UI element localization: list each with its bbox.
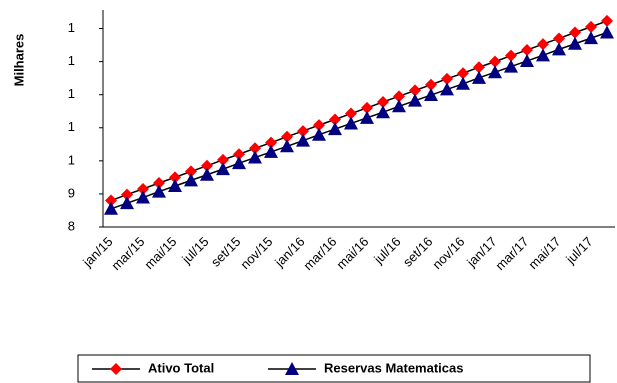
data-point	[201, 159, 213, 172]
data-point	[297, 125, 309, 138]
data-point	[104, 201, 118, 215]
y-tick-label: 1	[68, 152, 75, 167]
data-point	[168, 178, 182, 192]
data-point	[232, 156, 246, 170]
y-tick-label: 8	[68, 218, 75, 233]
data-point	[584, 31, 598, 45]
data-point	[217, 153, 229, 166]
data-point	[536, 48, 550, 62]
data-point	[377, 95, 389, 108]
data-point	[249, 142, 261, 155]
x-tick-label: set/16	[400, 234, 436, 270]
data-point	[376, 105, 390, 119]
legend-label: Ativo Total	[148, 360, 214, 375]
data-point	[184, 173, 198, 187]
y-tick-label: 1	[68, 20, 75, 35]
x-tick-label: nov/15	[237, 234, 275, 272]
series-line	[110, 20, 608, 202]
data-point	[456, 76, 470, 90]
data-point	[264, 144, 278, 158]
data-point	[169, 171, 181, 184]
x-tick-label: mai/16	[333, 234, 371, 272]
legend-box	[77, 354, 591, 383]
data-point	[488, 65, 502, 79]
x-tick-label: nov/16	[429, 234, 467, 272]
data-point	[296, 133, 310, 147]
y-axis-label: Milhares	[11, 34, 26, 87]
data-point	[265, 136, 277, 149]
x-tick-label: jul/15	[178, 234, 211, 267]
data-point	[600, 25, 614, 39]
data-point	[440, 82, 454, 96]
data-point	[328, 122, 342, 136]
data-point	[537, 38, 549, 51]
legend-label: Reservas Matematicas	[324, 360, 463, 375]
y-tick-label: 1	[68, 86, 75, 101]
data-point	[361, 101, 373, 114]
data-point	[281, 130, 293, 143]
data-point	[424, 88, 438, 102]
data-point	[505, 49, 517, 62]
data-point	[457, 67, 469, 80]
data-point	[360, 110, 374, 124]
data-point	[248, 150, 262, 164]
data-point	[121, 188, 133, 201]
data-point	[552, 42, 566, 56]
x-tick-label: jul/17	[562, 234, 595, 267]
data-point	[409, 84, 421, 97]
data-point	[504, 59, 518, 73]
data-point	[153, 177, 165, 190]
data-point	[489, 55, 501, 68]
series-line	[110, 31, 608, 210]
data-point	[392, 99, 406, 113]
data-point	[233, 148, 245, 161]
legend-marker	[110, 363, 122, 375]
data-point	[521, 44, 533, 57]
data-point	[137, 182, 149, 195]
x-tick-label: set/15	[208, 234, 244, 270]
data-point	[329, 113, 341, 126]
data-point	[280, 139, 294, 153]
data-point	[185, 165, 197, 178]
data-point	[136, 190, 150, 204]
x-tick-label: mai/17	[525, 234, 563, 272]
data-point	[120, 196, 134, 210]
data-point	[408, 93, 422, 107]
data-point	[425, 78, 437, 91]
data-point	[569, 26, 581, 39]
x-tick-label: mar/17	[492, 234, 531, 273]
data-point	[601, 14, 613, 27]
x-tick-label: jul/16	[370, 234, 403, 267]
data-point	[200, 167, 214, 181]
y-tick-label: 9	[68, 185, 75, 200]
data-point	[553, 32, 565, 45]
data-point	[345, 107, 357, 120]
data-point	[568, 36, 582, 50]
x-tick-label: mar/16	[300, 234, 339, 273]
legend-marker	[285, 362, 299, 375]
y-tick-label: 1	[68, 119, 75, 134]
data-point	[393, 90, 405, 103]
y-tick-label: 1	[68, 53, 75, 68]
x-tick-label: mai/15	[141, 234, 179, 272]
data-point	[313, 119, 325, 132]
data-point	[105, 194, 117, 207]
data-point	[344, 116, 358, 130]
data-point	[152, 184, 166, 198]
data-point	[441, 72, 453, 85]
data-point	[520, 53, 534, 67]
data-point	[472, 70, 486, 84]
data-point	[216, 162, 230, 176]
data-point	[473, 61, 485, 74]
data-point	[312, 127, 326, 141]
x-tick-label: mar/15	[108, 234, 147, 273]
data-point	[585, 20, 597, 33]
